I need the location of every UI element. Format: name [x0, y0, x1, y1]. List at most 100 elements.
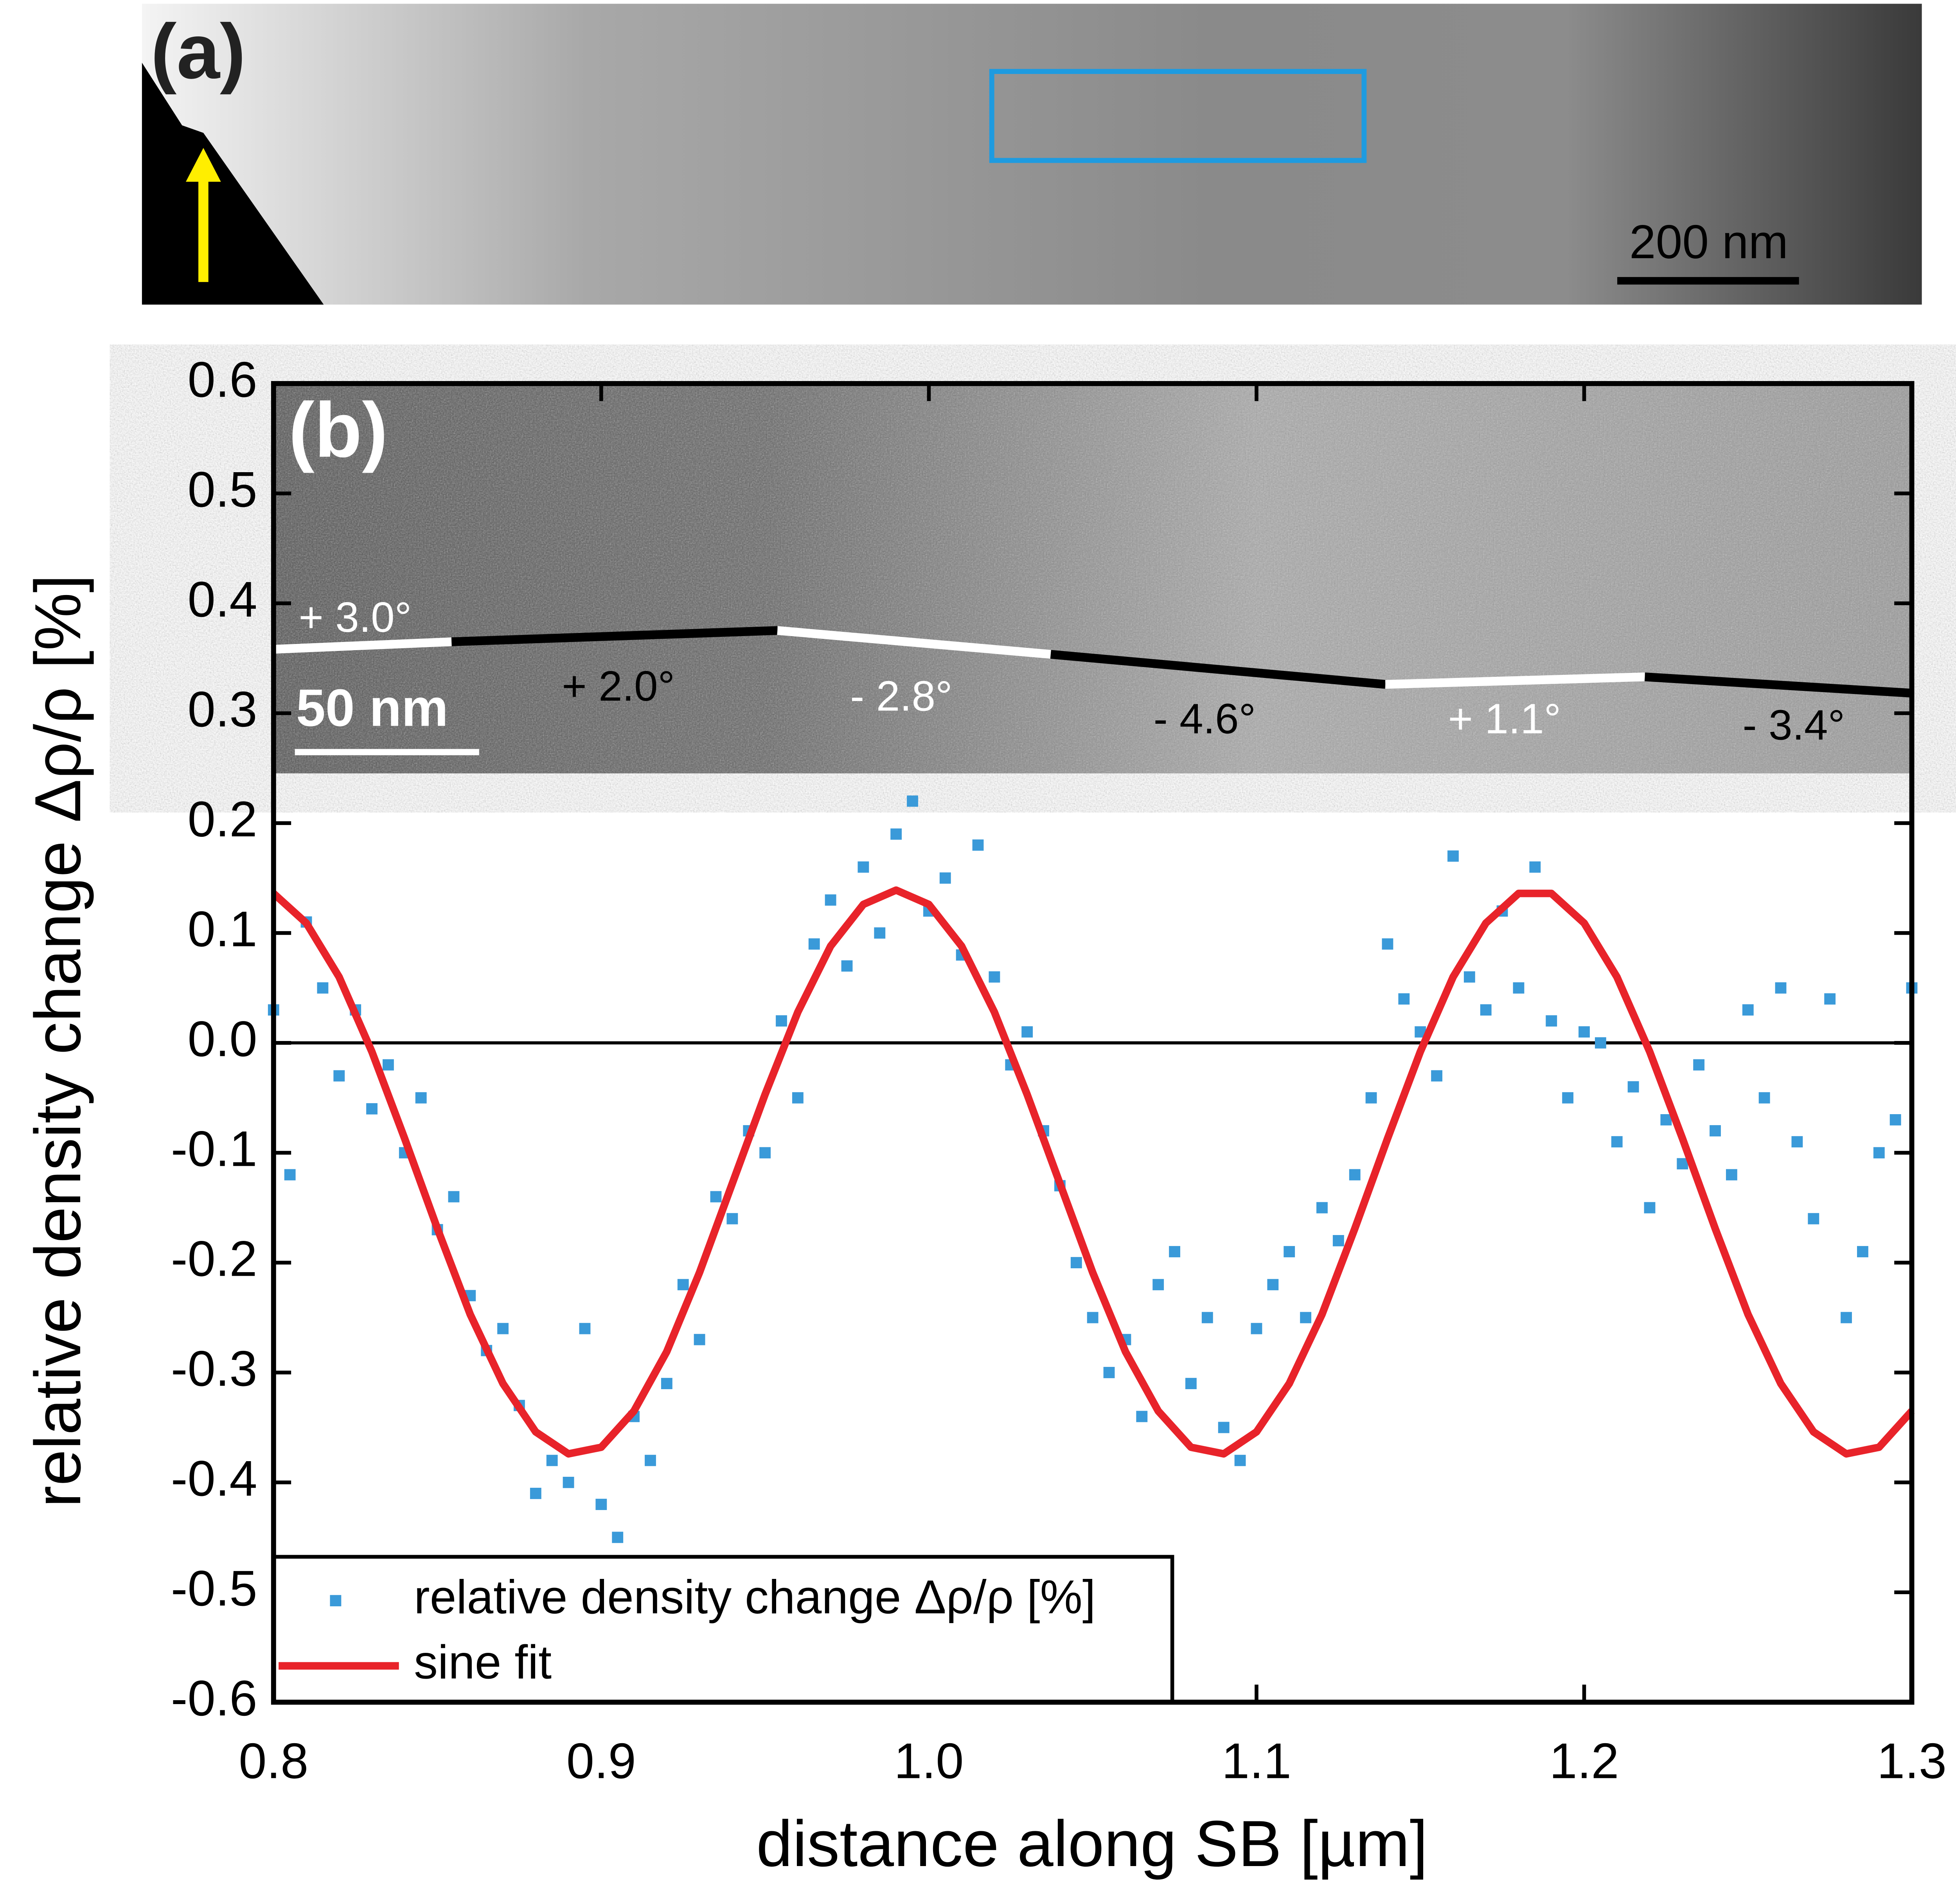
point: [1251, 1323, 1262, 1334]
point: [595, 1499, 607, 1510]
point: [1349, 1169, 1361, 1181]
y-tick-label: -0.2: [171, 1231, 257, 1287]
x-tick-label: 1.3: [1877, 1733, 1947, 1789]
plot-frame: [271, 381, 1915, 1705]
point: [677, 1279, 689, 1291]
x-tick-label: 0.9: [566, 1733, 636, 1789]
point: [1677, 1158, 1688, 1170]
point: [661, 1378, 672, 1389]
angle-label: - 2.8°: [850, 672, 953, 720]
angle-label: + 2.0°: [562, 662, 675, 710]
inset-noise: [273, 383, 1912, 773]
point: [612, 1532, 624, 1543]
y-axis-label: relative density change Δρ/ρ [%]: [22, 575, 94, 1508]
y-tick-label: 0.5: [187, 462, 257, 518]
point: [1742, 1004, 1754, 1016]
y-tick-label: -0.6: [171, 1670, 257, 1726]
point: [1136, 1411, 1148, 1422]
point: [1185, 1378, 1197, 1389]
point: [645, 1455, 656, 1466]
point: [907, 795, 918, 807]
region-box: [989, 69, 1367, 163]
point: [694, 1334, 705, 1345]
point: [1791, 1136, 1803, 1148]
point: [808, 938, 820, 950]
x-tick-label: 1.1: [1222, 1733, 1291, 1789]
point: [415, 1092, 427, 1104]
point: [776, 1015, 787, 1027]
point: [1546, 1015, 1557, 1027]
point: [1316, 1202, 1328, 1214]
point: [1398, 993, 1410, 1005]
point: [939, 872, 951, 884]
point: [1332, 1235, 1344, 1246]
point: [497, 1323, 509, 1334]
y-tick-label: -0.4: [171, 1451, 257, 1507]
point: [1578, 1026, 1590, 1038]
point: [1513, 982, 1525, 994]
point: [1562, 1092, 1574, 1104]
micrograph: [142, 4, 1922, 305]
point: [972, 839, 984, 851]
legend-label: relative density change Δρ/ρ [%]: [414, 1570, 1096, 1624]
point: [563, 1476, 574, 1488]
point: [1365, 1092, 1377, 1104]
point: [1644, 1202, 1656, 1214]
point: [1152, 1279, 1164, 1291]
y-tick-label: 0.3: [187, 681, 257, 737]
point: [759, 1147, 771, 1159]
point: [1234, 1455, 1246, 1466]
point: [1841, 1312, 1852, 1323]
point: [1710, 1125, 1721, 1136]
tip: [142, 63, 324, 305]
segment: [451, 626, 778, 646]
y-tick-label: -0.1: [171, 1121, 257, 1177]
x-tick-label: 0.8: [239, 1733, 308, 1789]
point: [1169, 1246, 1180, 1257]
y-tick-label: -0.3: [171, 1341, 257, 1397]
point: [1824, 993, 1836, 1005]
angle-label: + 3.0°: [298, 593, 412, 641]
point: [1447, 850, 1459, 862]
point: [1726, 1169, 1737, 1181]
point: [1382, 938, 1393, 950]
point: [1431, 1070, 1443, 1082]
point: [710, 1191, 722, 1203]
angle-label: - 3.4°: [1742, 701, 1845, 749]
segment: [273, 637, 452, 654]
point: [792, 1092, 804, 1104]
x-tick-label: 1.0: [894, 1733, 964, 1789]
point: [1627, 1081, 1639, 1093]
point: [1808, 1213, 1819, 1224]
point: [1595, 1037, 1606, 1049]
point: [1758, 1092, 1770, 1104]
point: [366, 1103, 378, 1115]
point: [858, 861, 869, 873]
point: [841, 960, 853, 972]
angle-label: + 1.1°: [1448, 695, 1561, 743]
point: [874, 927, 886, 939]
point: [825, 894, 836, 906]
scale-label: 200 nm: [1629, 215, 1788, 268]
point: [726, 1213, 738, 1224]
point: [1857, 1246, 1868, 1257]
point: [1873, 1147, 1885, 1159]
y-tick-label: 0.0: [187, 1011, 257, 1067]
point: [1480, 1004, 1492, 1016]
point: [1611, 1136, 1623, 1148]
panel-label: (a): [151, 8, 246, 95]
point: [1529, 861, 1541, 873]
point: [1284, 1246, 1295, 1257]
point: [1660, 1114, 1672, 1125]
angle-label: - 4.6°: [1154, 695, 1256, 743]
panel-label: (b): [289, 387, 388, 473]
point: [448, 1191, 460, 1203]
point: [1103, 1367, 1115, 1378]
point: [383, 1059, 394, 1071]
x-axis-label: distance along SB [µm]: [756, 1807, 1428, 1880]
point: [333, 1070, 345, 1082]
point: [317, 982, 329, 994]
point: [579, 1323, 591, 1334]
point: [530, 1488, 541, 1499]
